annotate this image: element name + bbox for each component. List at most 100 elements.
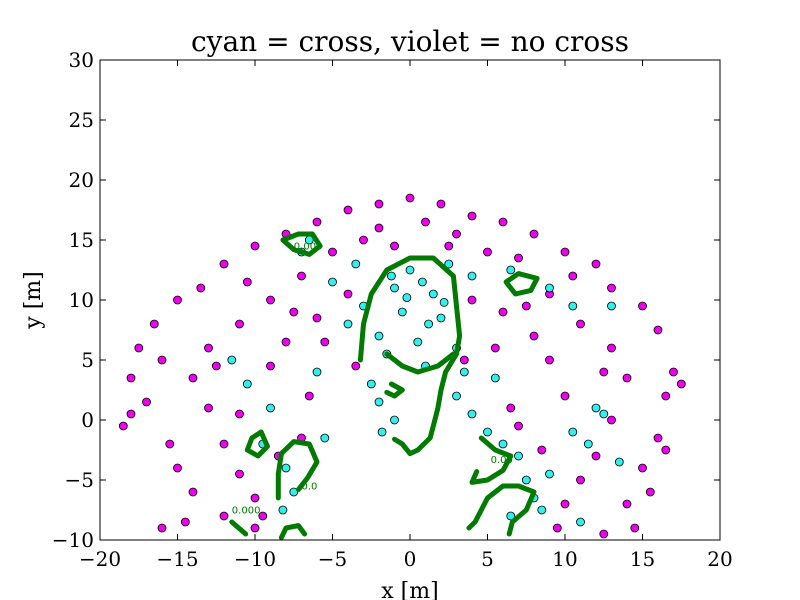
points-layer bbox=[118, 193, 686, 539]
no_cross-point bbox=[258, 511, 268, 521]
cross-point bbox=[242, 379, 252, 389]
cross-point bbox=[545, 469, 554, 479]
no_cross-point bbox=[235, 409, 244, 419]
y-tick-label: −10 bbox=[52, 528, 94, 552]
no_cross-point bbox=[607, 283, 616, 293]
cross-point bbox=[452, 391, 461, 401]
cross-point bbox=[413, 337, 423, 347]
no_cross-point bbox=[545, 355, 554, 365]
no_cross-point bbox=[653, 433, 663, 443]
contour-line bbox=[278, 523, 308, 540]
cross-point bbox=[328, 277, 337, 287]
cross-point bbox=[599, 409, 609, 419]
cross-point bbox=[467, 271, 477, 281]
no_cross-point bbox=[560, 391, 570, 401]
x-tick-label: 20 bbox=[707, 547, 732, 571]
no_cross-point bbox=[219, 439, 229, 449]
contour-label: 0.0 bbox=[302, 482, 318, 493]
no_cross-point bbox=[537, 445, 547, 455]
cross-point bbox=[424, 319, 434, 329]
ticks-layer: −20 −15 −10 −5 0 5 10 15 20 −10 −5 0 5 10 15 20 25 30 bbox=[52, 48, 733, 571]
cross-point bbox=[521, 475, 531, 485]
y-axis-title: y [m] bbox=[21, 271, 46, 329]
no_cross-point bbox=[142, 397, 151, 407]
no_cross-point bbox=[312, 217, 322, 227]
contour-label-layer: 0.000 0.0 0.000 0.00 bbox=[232, 242, 513, 517]
contour-line bbox=[357, 255, 463, 457]
no_cross-point bbox=[250, 241, 260, 251]
cross-point bbox=[568, 427, 578, 437]
no_cross-point bbox=[444, 241, 454, 251]
cross-point bbox=[498, 439, 508, 449]
no_cross-point bbox=[320, 337, 330, 347]
no_cross-point bbox=[607, 415, 616, 425]
no_cross-point bbox=[297, 271, 306, 281]
y-tick-label: 0 bbox=[81, 408, 94, 432]
no_cross-point bbox=[390, 241, 399, 251]
cross-point bbox=[545, 283, 554, 293]
x-tick-label: −15 bbox=[156, 547, 198, 571]
no_cross-point bbox=[405, 193, 415, 203]
no_cross-point bbox=[289, 307, 299, 317]
cross-point bbox=[390, 283, 399, 293]
no_cross-point bbox=[359, 235, 368, 245]
no_cross-point bbox=[188, 487, 198, 497]
no_cross-point bbox=[149, 319, 159, 329]
no_cross-point bbox=[126, 409, 136, 419]
contour-label: 0.000 bbox=[294, 242, 323, 253]
y-tick-label: 30 bbox=[69, 48, 94, 72]
contour-layer bbox=[229, 231, 540, 540]
y-tick-label: 15 bbox=[69, 228, 94, 252]
no_cross-point bbox=[235, 319, 244, 329]
x-tick-label: −10 bbox=[234, 547, 276, 571]
contour-line bbox=[275, 439, 320, 501]
no_cross-point bbox=[676, 379, 686, 389]
no_cross-point bbox=[560, 499, 570, 509]
no_cross-point bbox=[638, 463, 647, 473]
no_cross-point bbox=[328, 247, 337, 257]
contour-line bbox=[229, 519, 249, 537]
x-tick-label: −20 bbox=[79, 547, 121, 571]
cross-point bbox=[405, 265, 415, 275]
no_cross-point bbox=[211, 361, 221, 371]
no_cross-point bbox=[266, 295, 275, 305]
cross-point bbox=[390, 415, 399, 425]
cross-point bbox=[377, 427, 387, 437]
cross-point bbox=[397, 307, 407, 317]
contour-label: 0.000 bbox=[232, 506, 261, 517]
no_cross-point bbox=[607, 343, 616, 353]
no_cross-point bbox=[165, 439, 175, 449]
no_cross-point bbox=[483, 247, 492, 257]
no_cross-point bbox=[266, 361, 275, 371]
cross-point bbox=[459, 367, 469, 377]
no_cross-point bbox=[421, 217, 430, 227]
cross-point bbox=[444, 259, 454, 269]
y-tick-label: 20 bbox=[69, 168, 94, 192]
no_cross-point bbox=[188, 373, 198, 383]
cross-point bbox=[568, 301, 578, 311]
contour-line bbox=[469, 435, 514, 485]
no_cross-point bbox=[304, 391, 314, 401]
no_cross-point bbox=[157, 355, 167, 365]
cross-point bbox=[591, 403, 601, 413]
no_cross-point bbox=[173, 295, 182, 305]
no_cross-point bbox=[661, 391, 671, 401]
cross-point bbox=[374, 331, 384, 341]
contour-line bbox=[280, 231, 323, 257]
no_cross-point bbox=[498, 217, 508, 227]
no_cross-point bbox=[622, 499, 632, 509]
no_cross-point bbox=[661, 445, 671, 455]
no_cross-point bbox=[514, 253, 523, 263]
cross-point bbox=[583, 439, 593, 449]
cross-point bbox=[614, 457, 624, 467]
no_cross-point bbox=[521, 301, 531, 311]
no_cross-point bbox=[467, 211, 477, 221]
cross-point bbox=[278, 505, 288, 515]
no_cross-point bbox=[529, 229, 539, 239]
cross-point bbox=[320, 433, 330, 443]
x-tick-label: 10 bbox=[552, 547, 577, 571]
x-tick-label: −5 bbox=[318, 547, 347, 571]
no_cross-point bbox=[157, 523, 167, 533]
no_cross-point bbox=[560, 247, 570, 257]
